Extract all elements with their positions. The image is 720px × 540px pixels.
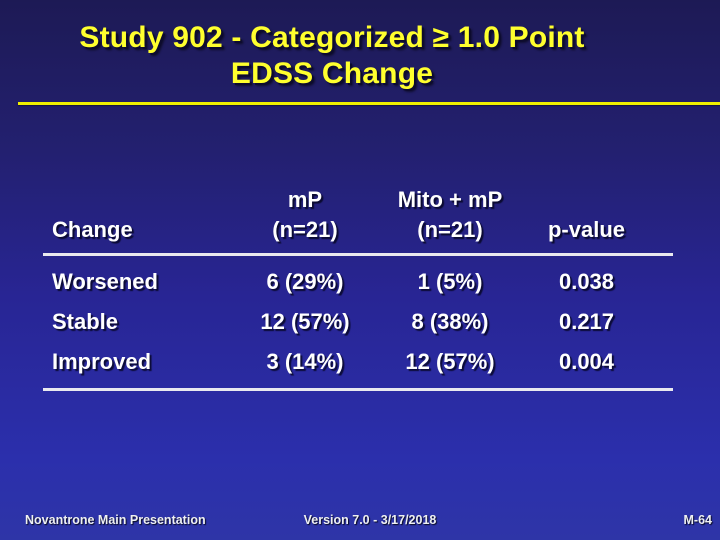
table-row-stable: Stable 12 (57%) 8 (38%) 0.217 [43, 302, 673, 342]
table-row-improved: Improved 3 (14%) 12 (57%) 0.004 [43, 342, 673, 382]
mito-mp-value: 12 (57%) [405, 349, 495, 374]
row-label: Improved [52, 349, 152, 374]
row-label: Worsened [52, 269, 158, 294]
col-header-mito-mp-n: (n=21) [417, 217, 483, 242]
col-header-mito-mp: Mito + mP (n=21) [380, 185, 520, 245]
footer-version-date: Version 7.0 - 3/17/2018 [303, 513, 437, 527]
slide-title-line1: Study 902 - Categorized ≥ 1.0 Point [79, 21, 585, 54]
footer-slide-number: M-64 [683, 513, 712, 527]
mp-value: 12 (57%) [260, 309, 350, 334]
col-header-change: Change [52, 217, 133, 242]
table-header-row: Change mP (n=21) Mito + mP (n=21) p-valu… [43, 185, 673, 256]
mp-value: 3 (14%) [266, 349, 344, 374]
mp-value: 6 (29%) [266, 269, 344, 294]
edss-change-table: Change mP (n=21) Mito + mP (n=21) p-valu… [43, 185, 673, 391]
p-value: 0.004 [558, 349, 615, 374]
slide-title: Study 902 - Categorized ≥ 1.0 Point EDSS… [18, 20, 646, 92]
table-body: Worsened 6 (29%) 1 (5%) 0.038 Stable 12 … [43, 256, 673, 391]
col-header-mp: mP (n=21) [230, 185, 380, 245]
mito-mp-value: 8 (38%) [411, 309, 489, 334]
p-value: 0.217 [558, 309, 615, 334]
p-value: 0.038 [558, 269, 615, 294]
col-header-mp-name: mP [287, 187, 323, 212]
footer-presentation-name: Novantrone Main Presentation [25, 513, 206, 527]
col-header-mito-mp-name: Mito + mP [397, 187, 503, 212]
slide-title-line2: EDSS Change [230, 57, 434, 90]
mito-mp-value: 1 (5%) [417, 269, 483, 294]
col-header-p-value: p-value [547, 217, 626, 242]
title-underline-rule [18, 102, 720, 105]
row-label: Stable [52, 309, 119, 334]
table-row-worsened: Worsened 6 (29%) 1 (5%) 0.038 [43, 262, 673, 302]
col-header-mp-n: (n=21) [272, 217, 338, 242]
